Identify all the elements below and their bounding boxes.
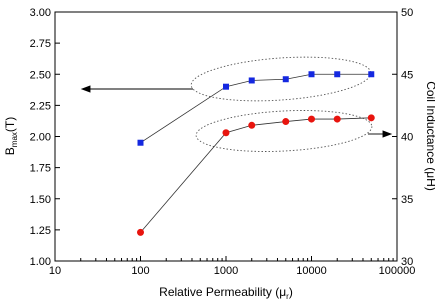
point <box>248 77 255 84</box>
x-tick-label: 100000 <box>379 265 416 277</box>
point <box>308 115 315 123</box>
y2-tick-label: 40 <box>401 132 413 144</box>
annotations <box>190 56 373 152</box>
arrows <box>80 85 393 138</box>
x-tick-label: 10 <box>49 265 61 277</box>
point <box>222 129 230 137</box>
point <box>308 71 315 78</box>
y2-tick-label: 50 <box>401 7 413 19</box>
plot-frame <box>54 11 398 262</box>
x-tick-label: 10000 <box>296 265 327 277</box>
y-tick-label: 3.00 <box>30 7 51 19</box>
y-label-suffix: (T) <box>3 117 17 132</box>
point <box>248 121 256 129</box>
y-tick-label: 1.75 <box>30 163 51 175</box>
series-line <box>140 117 372 233</box>
x-tick-label: 100 <box>131 265 149 277</box>
ellipse-inductance <box>195 110 373 152</box>
point <box>282 76 289 83</box>
ellipse-bmax <box>190 56 372 102</box>
y2-tick-label: 45 <box>401 69 413 81</box>
point <box>368 71 375 78</box>
point <box>333 115 341 123</box>
y2-axis-label: Coil Inductance (μH) <box>424 81 435 191</box>
point <box>367 114 375 122</box>
y2-tick-label: 35 <box>401 194 413 206</box>
y-tick-label: 2.25 <box>30 100 51 112</box>
y-tick-label: 2.75 <box>30 38 51 50</box>
x-tick-label: 1000 <box>214 265 238 277</box>
y-tick-label: 2.00 <box>30 132 51 144</box>
x-label-main: Relative Permeability (μ <box>159 285 286 299</box>
point <box>137 228 144 236</box>
y-label-sub: max <box>10 132 19 147</box>
x-label-sub: r <box>286 292 289 301</box>
series-line <box>140 73 372 144</box>
point <box>282 118 290 126</box>
point <box>137 139 144 146</box>
x-label-suffix: ) <box>289 285 293 299</box>
arrow-head <box>382 130 393 138</box>
point <box>223 83 229 90</box>
arrow-head <box>80 85 91 93</box>
y-label-main: B <box>3 147 17 155</box>
y-tick-label: 1.50 <box>30 194 51 206</box>
y-tick-label: 2.50 <box>30 69 51 81</box>
y-tick-label: 1.25 <box>30 225 51 237</box>
x-axis-label: Relative Permeability (μr) <box>159 285 293 301</box>
point <box>334 71 341 78</box>
y-axis-label: Bmax(T) <box>3 117 19 155</box>
y2-tick-label: 30 <box>401 256 413 268</box>
y-tick-label: 1.00 <box>30 256 51 268</box>
